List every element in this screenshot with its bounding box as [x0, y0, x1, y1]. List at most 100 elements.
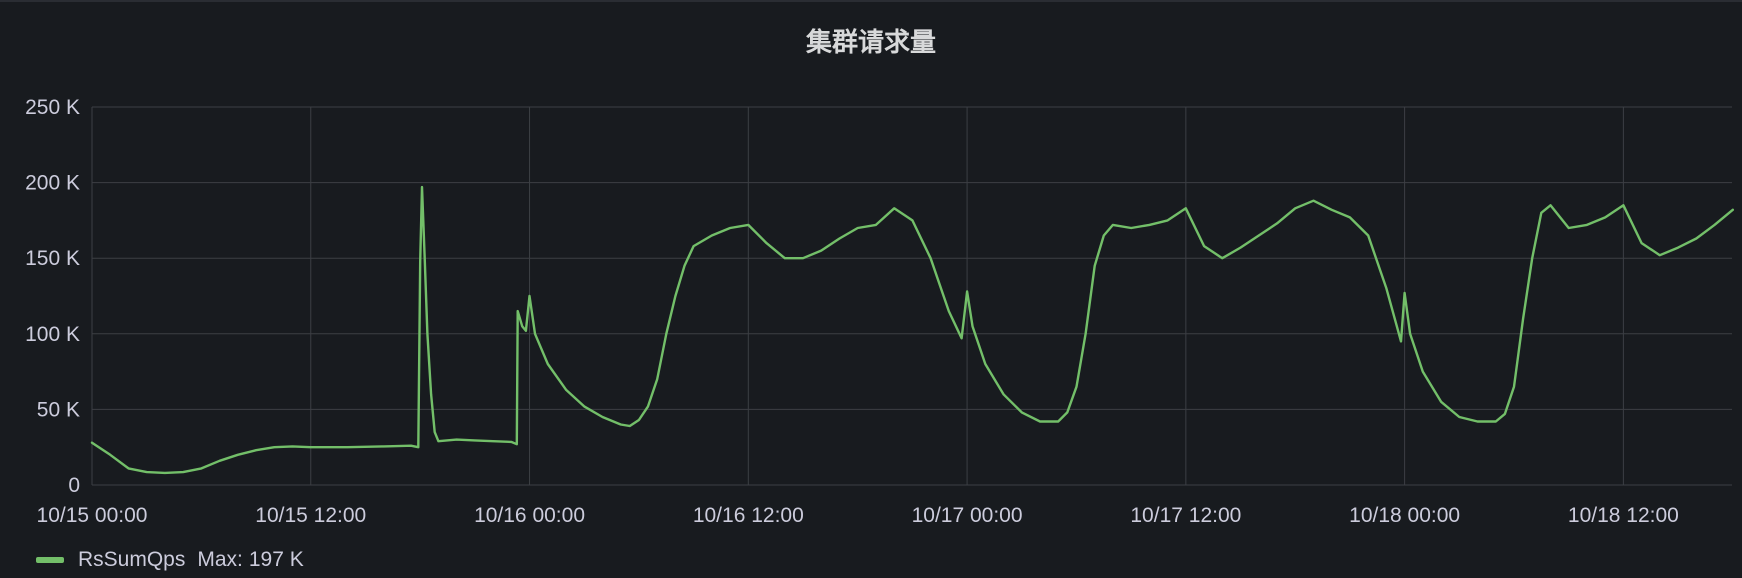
data-point[interactable]	[683, 265, 686, 267]
data-point[interactable]	[1732, 209, 1734, 211]
data-point[interactable]	[629, 425, 631, 427]
data-point[interactable]	[638, 419, 640, 421]
data-point[interactable]	[1409, 333, 1411, 335]
data-point[interactable]	[521, 325, 523, 328]
data-point[interactable]	[929, 257, 932, 259]
data-point[interactable]	[291, 445, 294, 448]
data-point[interactable]	[426, 333, 429, 335]
data-point[interactable]	[1522, 317, 1524, 320]
data-point[interactable]	[1075, 385, 1078, 388]
data-point[interactable]	[1677, 246, 1679, 249]
data-point[interactable]	[164, 472, 166, 474]
data-point[interactable]	[656, 378, 658, 381]
data-point[interactable]	[1476, 420, 1479, 423]
data-point[interactable]	[1622, 204, 1625, 207]
data-point[interactable]	[430, 393, 432, 396]
legend-swatch[interactable]	[36, 557, 64, 563]
data-point[interactable]	[1695, 237, 1698, 240]
data-point[interactable]	[802, 257, 804, 259]
data-point[interactable]	[417, 446, 420, 449]
data-point[interactable]	[547, 363, 549, 365]
data-point[interactable]	[1567, 227, 1570, 229]
data-point[interactable]	[820, 249, 822, 252]
data-point[interactable]	[711, 234, 713, 237]
data-point[interactable]	[182, 471, 184, 473]
data-point[interactable]	[1084, 333, 1087, 335]
data-point[interactable]	[1203, 245, 1205, 247]
data-point[interactable]	[1221, 257, 1224, 259]
data-point[interactable]	[1540, 212, 1543, 214]
data-point[interactable]	[516, 443, 518, 446]
data-point[interactable]	[856, 227, 859, 229]
data-point[interactable]	[510, 441, 513, 443]
data-point[interactable]	[1604, 216, 1606, 219]
data-point[interactable]	[237, 454, 239, 456]
data-point[interactable]	[255, 449, 257, 452]
data-point[interactable]	[674, 295, 677, 297]
data-point[interactable]	[911, 219, 914, 222]
data-point[interactable]	[1057, 420, 1059, 423]
data-point[interactable]	[1349, 216, 1351, 219]
legend-series-name[interactable]: RsSumQps	[78, 548, 186, 571]
data-point[interactable]	[729, 227, 731, 229]
data-point[interactable]	[619, 423, 622, 426]
data-point[interactable]	[984, 363, 987, 365]
data-point[interactable]	[948, 310, 950, 312]
data-point[interactable]	[765, 242, 768, 244]
data-point[interactable]	[310, 446, 312, 449]
data-point[interactable]	[516, 310, 519, 312]
data-point[interactable]	[1148, 224, 1151, 226]
data-point[interactable]	[433, 431, 436, 433]
data-point[interactable]	[492, 440, 494, 443]
data-point[interactable]	[1239, 246, 1242, 249]
data-point[interactable]	[1713, 224, 1716, 226]
data-point[interactable]	[601, 416, 604, 418]
data-point[interactable]	[1066, 411, 1069, 414]
data-point[interactable]	[784, 257, 786, 259]
data-point[interactable]	[1400, 340, 1402, 343]
data-point[interactable]	[91, 441, 93, 444]
series-line-RsSumQps[interactable]	[90, 185, 1734, 475]
data-point[interactable]	[1440, 401, 1442, 403]
data-point[interactable]	[893, 207, 895, 210]
data-point[interactable]	[1166, 219, 1169, 222]
data-point[interactable]	[583, 405, 585, 408]
data-point[interactable]	[423, 257, 426, 259]
data-point[interactable]	[1495, 420, 1497, 423]
data-point[interactable]	[273, 446, 276, 449]
data-point[interactable]	[474, 439, 476, 442]
data-point[interactable]	[1504, 413, 1506, 415]
data-point[interactable]	[1276, 222, 1278, 225]
data-point[interactable]	[1640, 242, 1643, 244]
data-point[interactable]	[971, 325, 974, 328]
data-point[interactable]	[1258, 234, 1260, 237]
data-point[interactable]	[1659, 254, 1661, 256]
data-point[interactable]	[665, 333, 668, 335]
data-point[interactable]	[875, 224, 877, 226]
data-point[interactable]	[200, 467, 203, 470]
data-point[interactable]	[218, 460, 221, 462]
data-point[interactable]	[1294, 207, 1296, 210]
data-point[interactable]	[1103, 234, 1105, 237]
data-point[interactable]	[1385, 287, 1388, 290]
data-point[interactable]	[1185, 207, 1187, 210]
data-point[interactable]	[346, 446, 349, 449]
data-point[interactable]	[647, 405, 649, 408]
data-point[interactable]	[960, 337, 963, 340]
data-point[interactable]	[421, 186, 423, 188]
data-point[interactable]	[127, 467, 130, 470]
data-point[interactable]	[1112, 224, 1114, 226]
data-point[interactable]	[1403, 292, 1406, 294]
data-point[interactable]	[109, 454, 111, 456]
data-point[interactable]	[1312, 199, 1315, 202]
panel-title[interactable]: 集群请求量	[805, 28, 936, 58]
data-point[interactable]	[455, 438, 458, 441]
data-point[interactable]	[1330, 209, 1333, 211]
data-point[interactable]	[382, 445, 385, 448]
data-point[interactable]	[410, 444, 412, 447]
data-point[interactable]	[534, 333, 536, 335]
data-point[interactable]	[747, 224, 750, 226]
data-point[interactable]	[1002, 393, 1005, 396]
data-point[interactable]	[565, 388, 567, 391]
data-point[interactable]	[528, 295, 531, 297]
